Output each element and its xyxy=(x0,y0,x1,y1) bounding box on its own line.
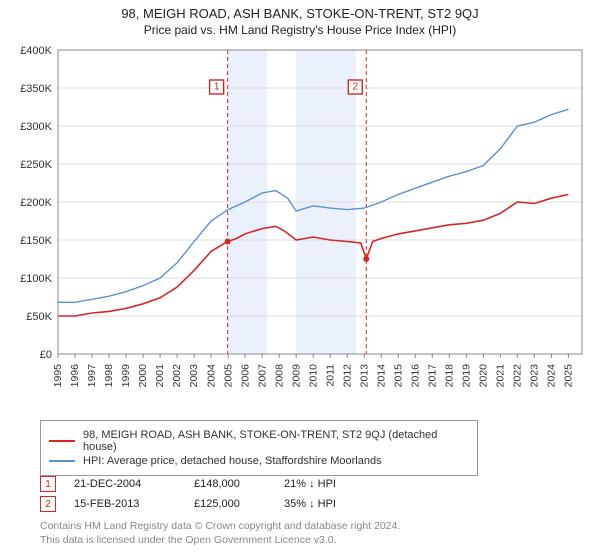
page-subtitle: Price paid vs. HM Land Registry's House … xyxy=(0,23,600,37)
svg-text:2012: 2012 xyxy=(341,364,353,388)
svg-text:2023: 2023 xyxy=(529,364,541,388)
svg-text:2002: 2002 xyxy=(171,364,183,388)
svg-text:2006: 2006 xyxy=(239,364,251,388)
svg-text:2011: 2011 xyxy=(324,364,336,387)
svg-text:2008: 2008 xyxy=(273,364,285,388)
svg-text:2009: 2009 xyxy=(290,364,302,388)
svg-text:2024: 2024 xyxy=(546,364,558,388)
svg-text:£250K: £250K xyxy=(20,159,52,171)
svg-text:2022: 2022 xyxy=(512,364,524,388)
svg-text:2015: 2015 xyxy=(392,364,404,388)
legend-swatch xyxy=(49,440,75,442)
svg-text:2010: 2010 xyxy=(307,364,319,388)
legend-label: 98, MEIGH ROAD, ASH BANK, STOKE-ON-TRENT… xyxy=(83,429,469,453)
svg-text:2021: 2021 xyxy=(494,364,506,388)
sale-price: £148,000 xyxy=(194,478,284,490)
sale-row: 1 21-DEC-2004£148,00021% ↓ HPI xyxy=(40,476,384,492)
svg-text:2000: 2000 xyxy=(137,364,149,388)
svg-text:2018: 2018 xyxy=(443,364,455,388)
svg-text:2: 2 xyxy=(352,82,358,93)
svg-text:1997: 1997 xyxy=(86,364,98,388)
price-chart: £0 £50K £100K £150K £200K £250K £300K £350K £400… xyxy=(10,44,590,414)
svg-text:1: 1 xyxy=(214,82,220,93)
svg-text:2005: 2005 xyxy=(222,364,234,388)
svg-text:£150K: £150K xyxy=(20,235,52,247)
svg-text:2007: 2007 xyxy=(256,364,268,388)
legend-label: HPI: Average price, detached house, Staf… xyxy=(83,455,382,467)
footer-line: This data is licensed under the Open Gov… xyxy=(40,534,400,548)
svg-text:1998: 1998 xyxy=(103,364,115,388)
legend-row: HPI: Average price, detached house, Staf… xyxy=(49,455,469,467)
svg-text:£100K: £100K xyxy=(20,273,52,285)
svg-text:2017: 2017 xyxy=(426,364,438,388)
sale-date: 15-FEB-2013 xyxy=(74,498,194,510)
svg-text:2019: 2019 xyxy=(460,364,472,388)
footer-line: Contains HM Land Registry data © Crown c… xyxy=(40,520,400,534)
sale-row: 2 15-FEB-2013£125,00035% ↓ HPI xyxy=(40,496,384,512)
svg-text:1999: 1999 xyxy=(120,364,132,388)
svg-text:2016: 2016 xyxy=(409,364,421,388)
chart-legend: 98, MEIGH ROAD, ASH BANK, STOKE-ON-TRENT… xyxy=(40,420,478,476)
svg-text:2001: 2001 xyxy=(154,364,166,388)
sale-date: 21-DEC-2004 xyxy=(74,478,194,490)
sale-hpi-delta: 35% ↓ HPI xyxy=(284,498,384,510)
svg-text:1996: 1996 xyxy=(69,364,81,388)
legend-row: 98, MEIGH ROAD, ASH BANK, STOKE-ON-TRENT… xyxy=(49,429,469,453)
svg-text:£200K: £200K xyxy=(20,197,52,209)
sale-hpi-delta: 21% ↓ HPI xyxy=(284,478,384,490)
svg-text:£0: £0 xyxy=(40,349,52,361)
svg-text:1995: 1995 xyxy=(52,364,64,388)
svg-text:2020: 2020 xyxy=(477,364,489,388)
footer-attribution: Contains HM Land Registry data © Crown c… xyxy=(40,520,400,547)
sale-marker: 2 xyxy=(40,496,56,512)
sale-price: £125,000 xyxy=(194,498,284,510)
svg-text:2014: 2014 xyxy=(375,364,387,388)
page-title: 98, MEIGH ROAD, ASH BANK, STOKE-ON-TRENT… xyxy=(0,6,600,21)
svg-text:2003: 2003 xyxy=(188,364,200,388)
svg-text:£50K: £50K xyxy=(26,311,52,323)
sales-table: 1 21-DEC-2004£148,00021% ↓ HPI 2 15-FEB-201… xyxy=(40,472,384,516)
legend-swatch xyxy=(49,460,75,462)
svg-text:2013: 2013 xyxy=(358,364,370,388)
svg-text:2025: 2025 xyxy=(563,364,575,388)
svg-text:£400K: £400K xyxy=(20,45,52,57)
svg-text:£300K: £300K xyxy=(20,121,52,133)
svg-text:£350K: £350K xyxy=(20,83,52,95)
svg-text:2004: 2004 xyxy=(205,364,217,388)
sale-marker: 1 xyxy=(40,476,56,492)
